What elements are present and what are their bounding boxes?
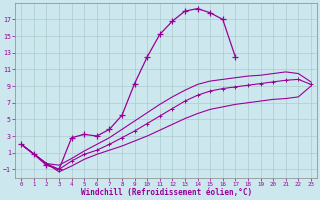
X-axis label: Windchill (Refroidissement éolien,°C): Windchill (Refroidissement éolien,°C) xyxy=(81,188,252,197)
